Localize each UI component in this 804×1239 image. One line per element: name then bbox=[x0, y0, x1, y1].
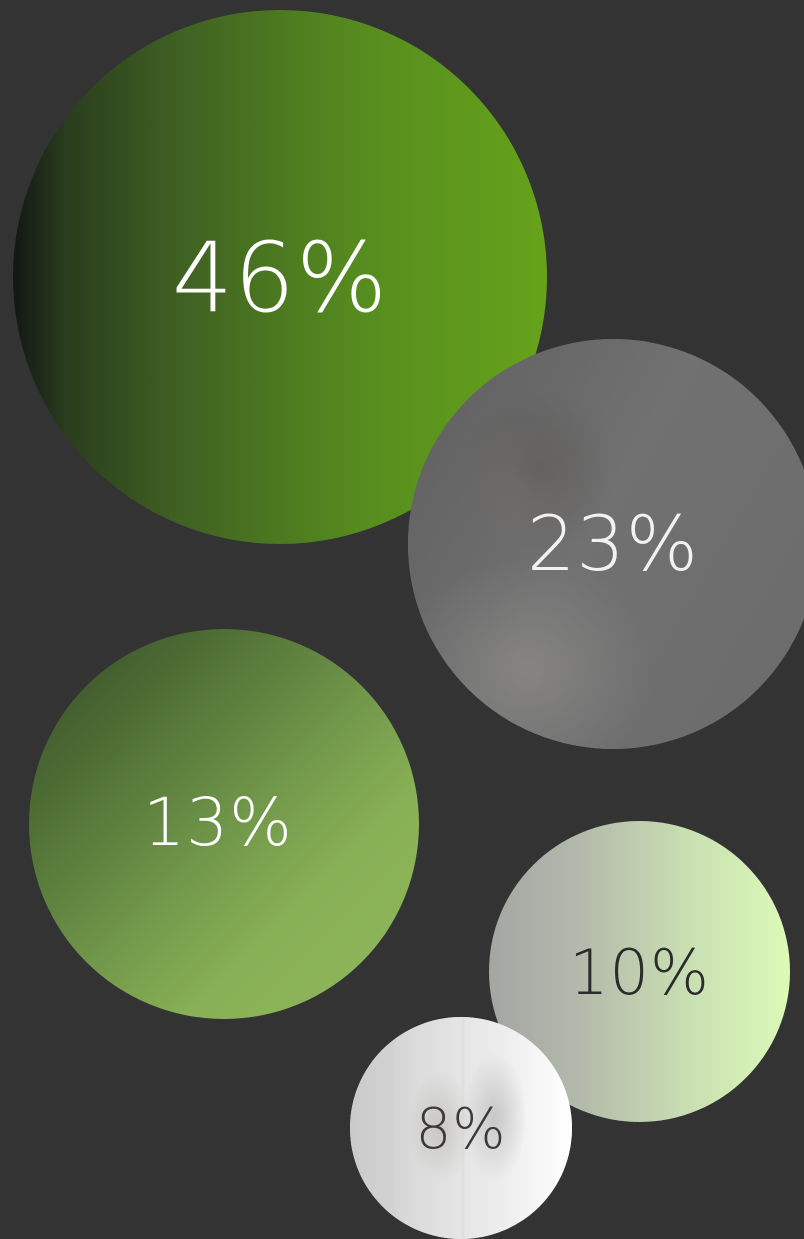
bubble-23-percent: 23% bbox=[408, 339, 804, 749]
bubble-value-label: 8% bbox=[415, 1097, 507, 1162]
bubble-13-percent: 13% bbox=[29, 629, 419, 1019]
bubble-value-label: 10% bbox=[569, 935, 710, 1009]
bubble-8-percent: 8% bbox=[350, 1017, 572, 1239]
bubble-46-percent: 46% bbox=[13, 10, 547, 544]
photo-people-image bbox=[350, 1017, 572, 1239]
bubble-value-label: 46% bbox=[171, 222, 389, 334]
bubble-value-label: 23% bbox=[527, 499, 699, 588]
bubble-value-label: 13% bbox=[143, 784, 293, 861]
photo-woman-image bbox=[408, 339, 804, 749]
